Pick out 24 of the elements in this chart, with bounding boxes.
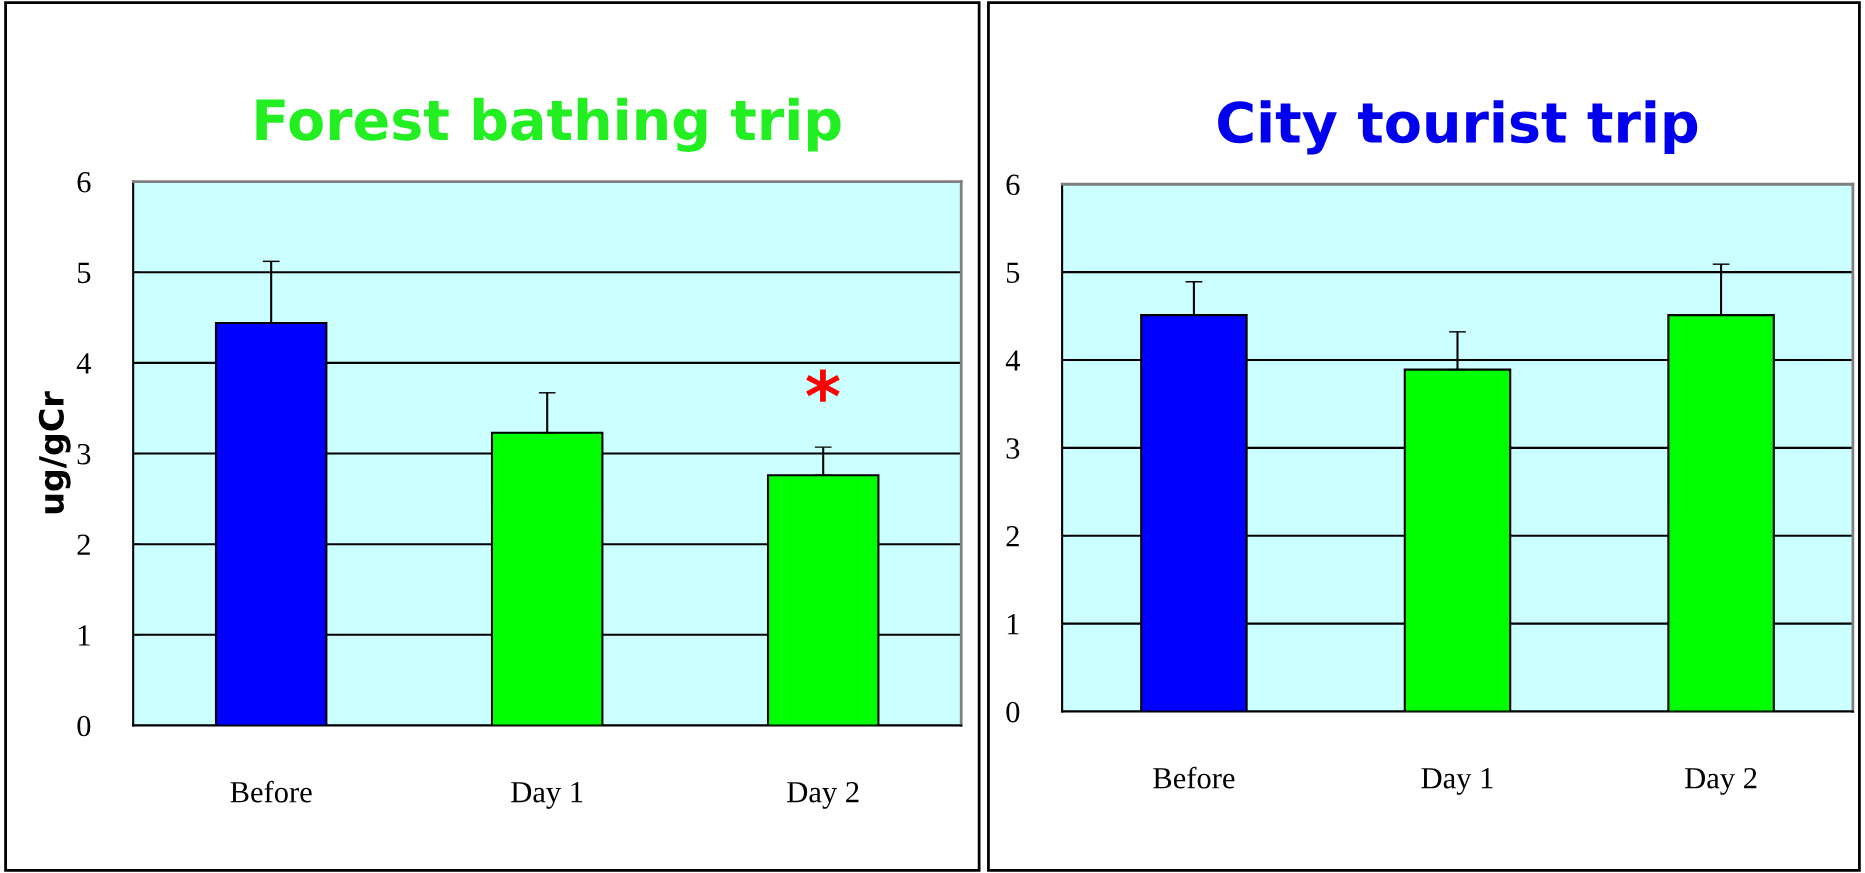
y-tick-label: 2: [1006, 526, 1019, 547]
y-tick-label: 6: [77, 171, 91, 193]
y-tick-label: 5: [1006, 262, 1020, 283]
x-tick-label: Day 1: [511, 781, 583, 809]
x-tick-label: Before: [1153, 766, 1235, 789]
y-tick-label: 4: [76, 353, 92, 374]
y-tick-label: 4: [1005, 350, 1020, 371]
chart-title: Forest bathing trip: [256, 97, 841, 152]
y-tick-label: 2: [77, 534, 90, 555]
x-tick-label: Before: [230, 780, 312, 803]
y-tick-label: 1: [1007, 614, 1019, 635]
y-tick-label: 3: [1006, 438, 1020, 459]
y-tick-label: 0: [1006, 701, 1020, 723]
x-tick-label: Day 2: [1685, 767, 1757, 795]
y-tick-label: 6: [1006, 174, 1020, 196]
chart-title: City tourist trip: [1218, 100, 1698, 155]
x-tick-label: Day 1: [1421, 768, 1493, 795]
y-tick-label: 5: [77, 262, 91, 284]
x-tick-label: Day 2: [787, 781, 859, 809]
y-tick-label: 1: [78, 625, 90, 646]
annotation: *: [806, 369, 840, 402]
y-axis-title: ug/gCr: [38, 391, 71, 514]
y-tick-label: 3: [77, 443, 91, 465]
y-tick-label: 0: [77, 715, 91, 737]
